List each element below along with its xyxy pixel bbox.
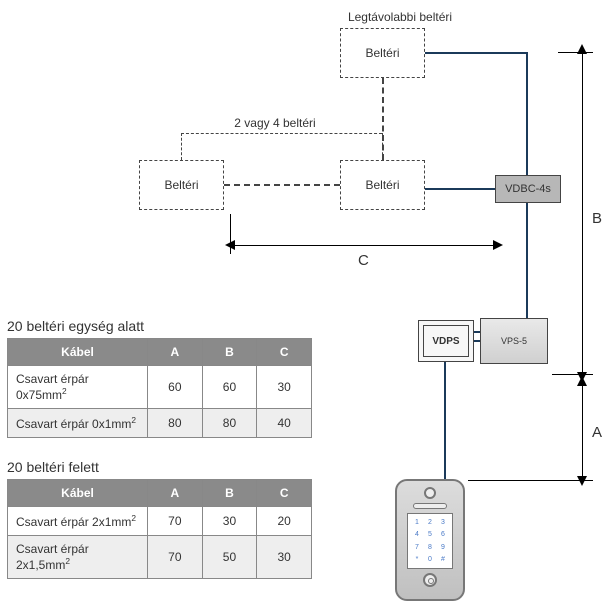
wire-vps <box>474 340 480 342</box>
vdbc-label: VDBC-4s <box>505 183 551 195</box>
key: 1 <box>411 517 423 528</box>
th: B <box>202 339 257 366</box>
th: B <box>202 480 257 507</box>
key: 7 <box>411 542 423 553</box>
brace-left <box>181 133 182 160</box>
door-camera-icon <box>424 487 436 499</box>
table-row: Csavart érpár 0x75mm2 60 60 30 <box>8 366 312 409</box>
cell: 60 <box>202 366 257 409</box>
cell: Csavart érpár 0x1mm2 <box>8 409 148 438</box>
door-keypad: 1 2 3 4 5 6 7 8 9 * 0 # <box>407 513 453 569</box>
table-row: Csavart érpár 2x1,5mm2 70 50 30 <box>8 536 312 579</box>
cell: 40 <box>257 409 312 438</box>
wire-6 <box>444 362 446 479</box>
cell: 30 <box>257 536 312 579</box>
key: 3 <box>437 517 449 528</box>
cell: Csavart érpár 2x1mm2 <box>8 507 148 536</box>
table1: Kábel A B C Csavart érpár 0x75mm2 60 60 … <box>7 338 312 438</box>
node-vdbc: VDBC-4s <box>495 175 561 203</box>
device-vps: VPS-5 <box>480 318 548 364</box>
cell: 60 <box>148 366 203 409</box>
key: 2 <box>424 517 436 528</box>
dim-b-line <box>582 54 583 372</box>
node-right-indoor: Beltéri <box>340 160 425 210</box>
dim-a-arrow-d <box>577 476 587 486</box>
device-vdps: VDPS <box>418 320 474 362</box>
wire-1 <box>425 52 528 54</box>
dim-c-label: C <box>358 252 369 269</box>
table2-title: 20 beltéri felett <box>7 459 99 475</box>
right-indoor-label: Beltéri <box>365 178 399 192</box>
cell: Csavart érpár 0x75mm2 <box>8 366 148 409</box>
cell: 30 <box>257 366 312 409</box>
cell: 80 <box>202 409 257 438</box>
cell: 50 <box>202 536 257 579</box>
top-indoor-label: Beltéri <box>365 46 399 60</box>
table-row: Csavart érpár 2x1mm2 70 30 20 <box>8 507 312 536</box>
dim-b-ext-t <box>558 52 593 53</box>
table2: Kábel A B C Csavart érpár 2x1mm2 70 30 2… <box>7 479 312 579</box>
wire-4 <box>526 203 528 333</box>
key: # <box>437 554 449 565</box>
cell: 20 <box>257 507 312 536</box>
node-left-indoor: Beltéri <box>139 160 224 210</box>
cell: 70 <box>148 536 203 579</box>
wire-2 <box>526 52 528 175</box>
dim-b-ext-b <box>552 374 593 375</box>
vps-label: VPS-5 <box>501 336 527 346</box>
door-button-icon <box>423 573 437 587</box>
key: 4 <box>411 529 423 540</box>
left-indoor-label: Beltéri <box>164 178 198 192</box>
th: A <box>148 480 203 507</box>
table-row: Csavart érpár 0x1mm2 80 80 40 <box>8 409 312 438</box>
key: 9 <box>437 542 449 553</box>
key: 8 <box>424 542 436 553</box>
dim-a-arrow-u <box>577 376 587 386</box>
dim-a-line <box>582 386 583 476</box>
th: A <box>148 339 203 366</box>
vdps-label: VDPS <box>423 325 469 357</box>
th: Kábel <box>8 480 148 507</box>
key: 0 <box>424 554 436 565</box>
mid-caption: 2 vagy 4 beltéri <box>215 116 335 130</box>
dim-a-label: A <box>592 424 602 441</box>
key: 5 <box>424 529 436 540</box>
node-top-indoor: Beltéri <box>340 28 425 78</box>
brace-top <box>181 133 382 134</box>
cell: 30 <box>202 507 257 536</box>
th: Kábel <box>8 339 148 366</box>
key: 6 <box>437 529 449 540</box>
door-speaker-icon <box>413 503 447 509</box>
wire-3 <box>425 188 495 190</box>
key: * <box>411 554 423 565</box>
dim-b-label: B <box>592 210 602 227</box>
dim-c-arrow-r <box>493 240 503 250</box>
cell: 80 <box>148 409 203 438</box>
device-door-station: 1 2 3 4 5 6 7 8 9 * 0 # <box>395 479 465 601</box>
conn-tr <box>382 78 384 160</box>
th: C <box>257 339 312 366</box>
dim-a-ext-b <box>468 480 593 481</box>
cell: Csavart érpár 2x1,5mm2 <box>8 536 148 579</box>
top-caption: Legtávolabbi beltéri <box>340 10 460 24</box>
dim-c-line <box>235 245 493 246</box>
table1-title: 20 beltéri egység alatt <box>7 318 144 334</box>
conn-lr <box>224 184 340 186</box>
cell: 70 <box>148 507 203 536</box>
th: C <box>257 480 312 507</box>
dim-c-ext-l <box>230 214 231 254</box>
